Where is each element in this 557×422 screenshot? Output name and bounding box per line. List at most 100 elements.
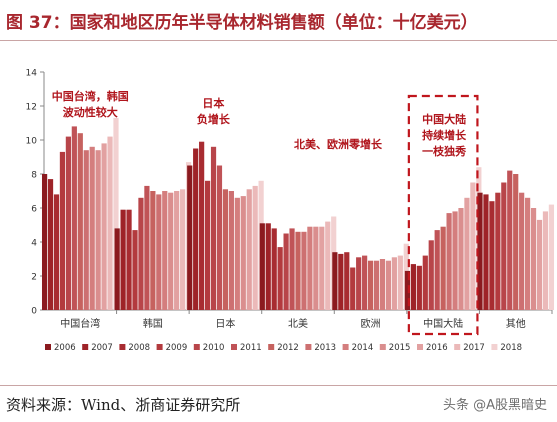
- highlight-box: [407, 94, 479, 336]
- bar-2015-6: [530, 208, 537, 310]
- annotation-line: 中国大陆: [422, 112, 466, 126]
- bar-2010-0: [65, 136, 71, 310]
- bar-2006-2: [187, 165, 193, 310]
- bar-2010-6: [501, 182, 507, 310]
- bar-2011-3: [289, 228, 295, 310]
- legend-swatch-2011: [231, 344, 237, 350]
- bar-2006-3: [259, 223, 265, 310]
- bar-2009-1: [132, 230, 138, 310]
- legend-label-2009: 2009: [166, 343, 188, 353]
- bar-2012-3: [295, 231, 301, 310]
- legend-label-2011: 2011: [240, 343, 262, 353]
- bar-2016-2: [246, 189, 252, 310]
- bar-2010-3: [283, 233, 289, 310]
- bar-2017-3: [325, 221, 331, 310]
- bar-2017-0: [107, 136, 113, 310]
- bar-2017-1: [180, 189, 186, 310]
- bar-2017-4: [397, 255, 403, 310]
- bar-2016-1: [174, 191, 180, 310]
- bar-2008-0: [53, 194, 60, 310]
- legend-swatch-2009: [156, 344, 163, 350]
- y-tick-label: 2: [31, 273, 37, 283]
- bar-2011-0: [71, 126, 77, 311]
- legend-swatch-2018: [491, 344, 498, 350]
- legend-swatch-2007: [82, 344, 89, 350]
- bar-2012-0: [77, 133, 83, 310]
- y-tick-label: 12: [26, 103, 37, 113]
- watermark-text: 头条 @A股黑暗史: [442, 398, 547, 413]
- bar-2017-2: [252, 185, 258, 310]
- bar-2008-3: [271, 228, 277, 310]
- bar-2007-5: [410, 264, 416, 310]
- bar-2015-3: [313, 226, 319, 310]
- x-tick-label: 欧洲: [361, 318, 381, 330]
- bar-2011-4: [362, 255, 368, 310]
- y-tick-label: 8: [31, 171, 37, 181]
- source-bar: 资料来源：Wind、浙商证券研究所 头条 @A股黑暗史: [0, 385, 557, 422]
- x-tick-label: 中国大陆: [423, 317, 463, 330]
- annotation-text: 北美、欧洲零增长: [294, 137, 383, 151]
- legend-label-2012: 2012: [277, 343, 299, 353]
- bar-2011-2: [216, 165, 223, 310]
- bar-2007-0: [47, 179, 54, 310]
- bar-2007-4: [338, 253, 344, 310]
- legend-label-2008: 2008: [128, 343, 150, 353]
- source-note: 资料来源：Wind、浙商证券研究所: [6, 396, 241, 414]
- bar-2010-4: [356, 257, 362, 310]
- bar-2014-4: [379, 259, 386, 310]
- bar-2016-0: [101, 143, 107, 310]
- bar-2013-6: [519, 192, 525, 310]
- bar-2006-0: [41, 174, 48, 310]
- bar-2009-2: [204, 180, 211, 310]
- legend-swatch-2015: [379, 344, 386, 350]
- x-tick-label: 中国台湾: [60, 317, 100, 330]
- bar-2013-5: [446, 213, 452, 310]
- bar-2016-5: [464, 197, 470, 310]
- figure-title: 图 37：国家和地区历年半导体材料销售额（单位：十亿美元）: [6, 13, 478, 33]
- bar-2014-2: [234, 197, 240, 310]
- annotation-line: 一枝独秀: [422, 144, 466, 158]
- bar-2008-6: [489, 201, 495, 310]
- bar-2008-5: [416, 265, 422, 310]
- x-tick-label: 日本: [215, 317, 235, 330]
- bar-2012-1: [150, 191, 156, 310]
- bar-2006-5: [404, 270, 411, 310]
- legend-label-2016: 2016: [426, 343, 448, 353]
- bar-2013-3: [301, 231, 307, 310]
- bar-2012-4: [367, 260, 374, 310]
- bar-2010-2: [210, 146, 217, 310]
- bar-2012-5: [440, 226, 446, 310]
- bar-2007-6: [483, 194, 489, 310]
- bar-2011-1: [144, 185, 150, 310]
- bar-2018-6: [548, 204, 555, 310]
- bar-2009-5: [422, 255, 428, 310]
- legend-label-2015: 2015: [389, 343, 411, 353]
- bar-2016-4: [391, 257, 397, 310]
- bar-2013-4: [373, 260, 380, 310]
- bar-2014-3: [307, 226, 313, 310]
- legend-swatch-2012: [268, 344, 275, 350]
- title-bar: 图 37：国家和地区历年半导体材料销售额（单位：十亿美元）: [0, 0, 557, 41]
- bar-2009-6: [495, 192, 501, 310]
- legend-swatch-2013: [305, 344, 312, 350]
- bar-2017-6: [542, 211, 549, 310]
- bar-2015-2: [240, 196, 246, 310]
- bar-2013-1: [156, 194, 162, 310]
- annotation-line: 中国台湾，韩国: [52, 89, 129, 103]
- y-tick-label: 14: [26, 69, 38, 79]
- bar-2015-4: [385, 260, 392, 310]
- bar-2009-0: [59, 151, 66, 310]
- bar-2016-3: [319, 226, 325, 310]
- bar-2018-0: [113, 117, 119, 311]
- bar-2007-1: [120, 209, 126, 310]
- bar-2015-1: [168, 192, 174, 310]
- bar-2012-6: [513, 174, 519, 310]
- legend-swatch-2006: [45, 344, 51, 350]
- bar-2008-1: [126, 209, 132, 310]
- bar-2015-5: [458, 208, 464, 310]
- bar-2013-0: [83, 150, 89, 310]
- bar-2017-5: [470, 182, 476, 310]
- bar-2011-6: [507, 170, 513, 310]
- annotation-line: 波动性较大: [63, 105, 118, 119]
- legend-swatch-2017: [454, 344, 461, 350]
